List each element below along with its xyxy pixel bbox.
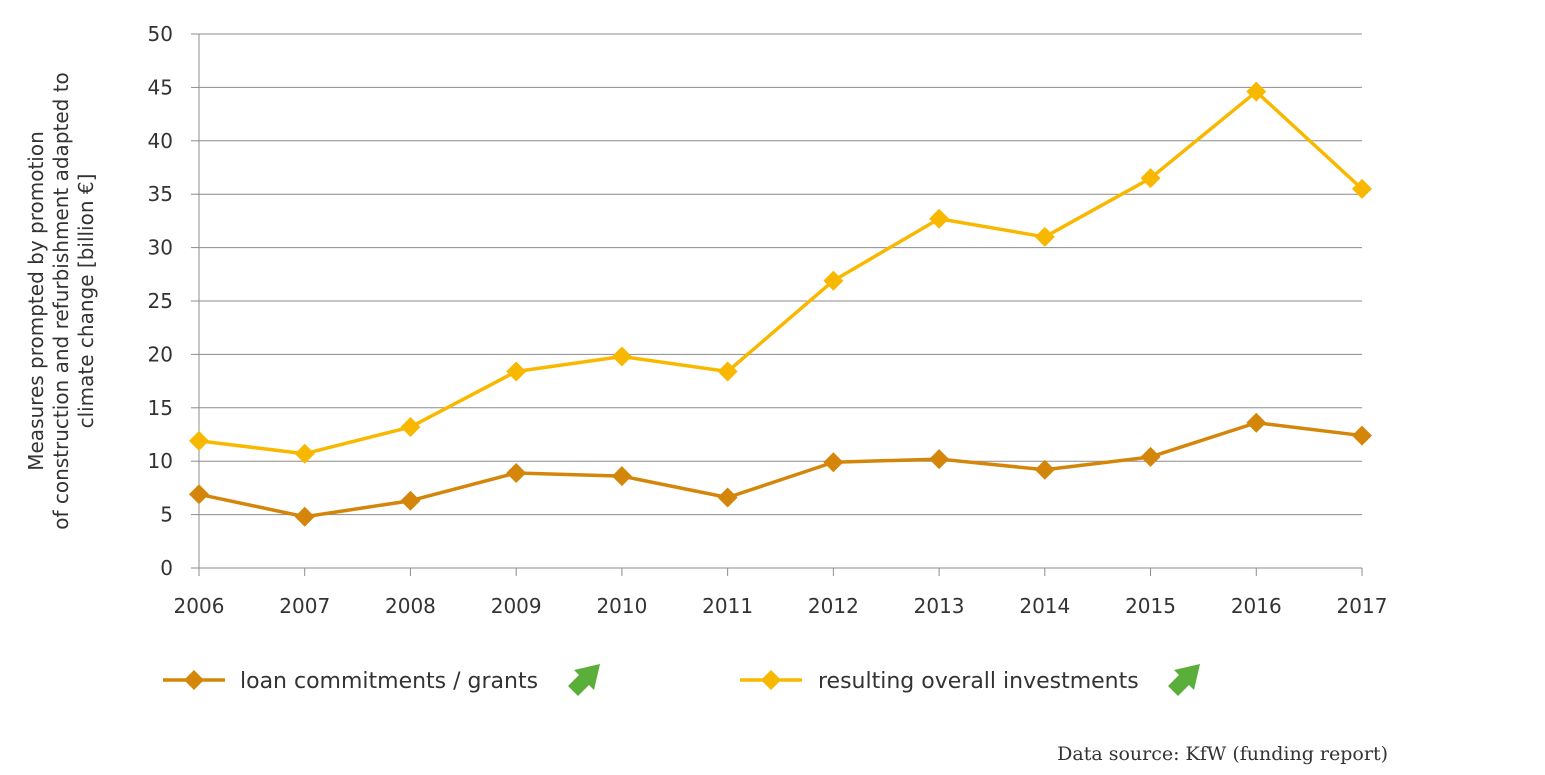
x-tick-label: 2009 [491,594,542,618]
data-point [823,270,844,291]
x-tick-label: 2016 [1231,594,1282,618]
x-tick-label: 2010 [596,594,647,618]
legend-label: resulting overall investments [818,669,1139,694]
legend-marker [761,670,781,690]
data-point [1034,226,1055,247]
y-tick-label: 40 [148,129,173,153]
legend-item: resulting overall investments [740,664,1200,696]
y-tick-label: 15 [148,396,173,420]
legend-marker [184,670,204,690]
data-point [189,430,209,451]
data-point [506,462,527,483]
legend-label: loan commitments / grants [240,669,538,694]
y-axis-label: Measures prompted by promotionof constru… [24,72,98,530]
y-tick-label: 20 [148,342,173,366]
data-point [1140,446,1161,467]
series-overall-investments [189,81,1372,464]
data-point [1352,178,1372,199]
y-tick-label: 25 [148,289,173,313]
legend-item: loan commitments / grants [163,664,600,696]
data-source-note: Data source: KfW (funding report) [1057,743,1388,765]
x-axis-ticks: 2006 2007 2008 2009 2010 2011 2012 2013 2014 2015… [174,568,1388,618]
x-tick-label: 2011 [702,594,753,618]
y-axis-label-line: Measures prompted by promotion [24,131,48,471]
x-tick-label: 2015 [1125,594,1176,618]
series-group [189,81,1372,527]
arrow-shape [568,664,600,696]
data-point [823,452,844,473]
y-tick-label: 50 [148,22,173,46]
series-line [198,89,1364,456]
grid-lines [199,33,1362,516]
data-point [611,346,632,367]
legend: loan commitments / grants resulting overa… [163,664,1200,696]
data-point [1246,81,1267,102]
x-tick-label: 2017 [1337,594,1388,618]
data-point [929,449,950,470]
y-tick-label: 0 [160,556,173,580]
x-tick-label: 2012 [808,594,859,618]
data-point [400,417,421,438]
data-point [1246,412,1267,433]
y-tick-label: 30 [148,236,173,260]
data-point [611,466,632,487]
y-tick-label: 45 [148,75,173,99]
y-axis-label-line: climate change [billion €] [74,174,98,429]
data-point [294,443,315,464]
series-line [198,421,1363,519]
data-point [1034,459,1055,480]
data-point [1352,425,1372,446]
arrow-shape [1168,664,1200,696]
x-tick-label: 2006 [174,594,225,618]
y-axis-ticks: 0 5 10 15 20 25 30 35 40 45 50 [148,22,199,580]
x-tick-label: 2014 [1019,594,1070,618]
y-tick-label: 10 [148,449,173,473]
data-point [189,484,209,505]
data-point [929,208,950,229]
data-point [717,361,738,382]
up-right-arrow-icon [1168,664,1200,696]
y-tick-label: 35 [148,182,173,206]
y-tick-label: 5 [160,503,173,527]
x-tick-label: 2008 [385,594,436,618]
y-axis-label-line: of construction and refurbishment adapte… [49,72,73,530]
data-point [400,490,421,511]
series-loan-commitments [189,412,1372,527]
data-point [717,487,738,508]
x-tick-label: 2007 [279,594,330,618]
data-point [294,506,315,527]
x-tick-label: 2013 [914,594,965,618]
up-right-arrow-icon [568,664,600,696]
data-point [506,361,527,382]
data-point [1140,168,1161,189]
